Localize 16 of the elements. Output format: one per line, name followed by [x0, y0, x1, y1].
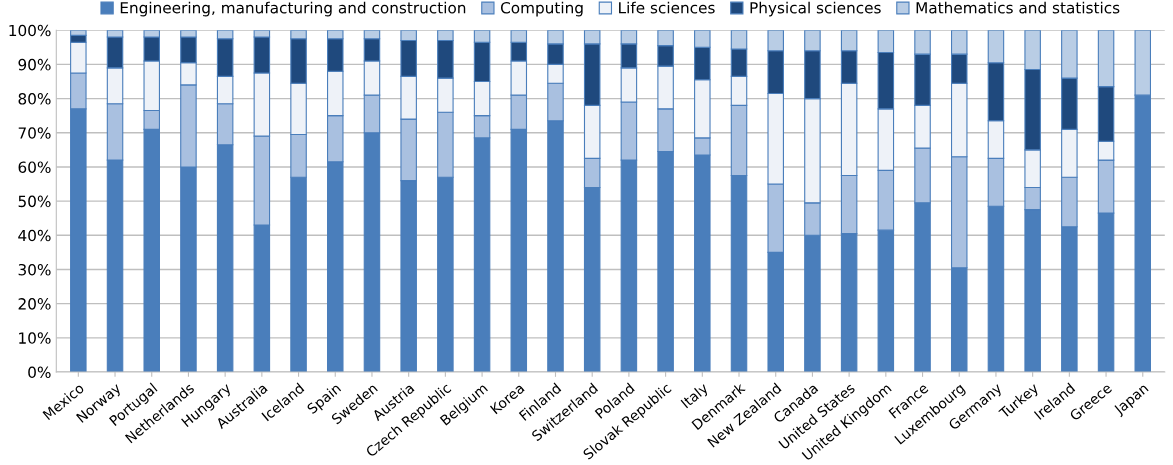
legend-label: Computing — [500, 1, 583, 17]
y-tick-label: 50% — [18, 195, 51, 208]
y-tick-label: 100% — [9, 24, 51, 37]
y-tick-label: 60% — [18, 161, 51, 173]
legend-label: Life sciences — [619, 1, 715, 14]
y-tick-label: 10% — [19, 332, 51, 344]
legend-label: Physical sciences — [750, 1, 881, 17]
y-tick-label: 20% — [18, 298, 51, 310]
legend-label: Engineering, manufacturing and construction — [120, 1, 466, 17]
legend-label: Mathematics and statistics — [916, 1, 1120, 14]
y-tick-label: 80% — [18, 93, 51, 105]
y-tick-label: 30% — [18, 263, 51, 276]
y-tick-label: 0% — [28, 366, 51, 379]
y-tick-label: 90% — [18, 58, 51, 71]
y-tick-label: 70% — [18, 127, 51, 139]
y-tick-label: 40% — [18, 229, 51, 242]
